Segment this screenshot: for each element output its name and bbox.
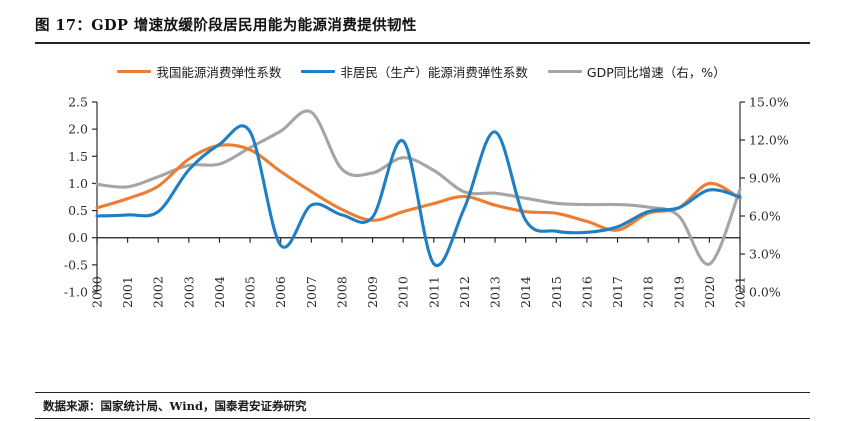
footer-block: 数据来源：国家统计局、Wind，国泰君安证券研究 [35, 392, 810, 420]
right-axis-tick-label: 12.0% [749, 133, 789, 148]
x-axis-tick-label: 2004 [212, 276, 227, 308]
left-axis-tick-label: 1.5 [68, 149, 88, 164]
left-axis-tick-label: -1.0 [64, 285, 88, 300]
legend-item-orange[interactable]: 我国能源消费弹性系数 [117, 62, 281, 81]
series-lines [95, 109, 742, 268]
x-axis-tick-label: 2015 [549, 276, 564, 308]
left-axis-tick-label: 1.0 [68, 176, 88, 191]
x-axis-tick-label: 2008 [334, 276, 349, 308]
x-axis: 2000 2001 2002 2003 2004 2005 2006 2007 2008 2009… [90, 237, 748, 308]
line-chart-svg: -1.0 -0.5 0.0 0.5 1.0 1.5 2.0 2.5 0.0% 3.0% 6.0% 9… [64, 95, 789, 309]
x-axis-tick-label: 2013 [488, 276, 503, 308]
left-axis-tick-label: 0.5 [68, 203, 88, 218]
left-axis-tick-label: 0.0 [68, 230, 88, 245]
footer-divider-bottom [35, 418, 810, 420]
footer-divider-top [35, 392, 810, 394]
left-axis: -1.0 -0.5 0.0 0.5 1.0 1.5 2.0 2.5 [64, 95, 98, 300]
x-axis-tick-label: 2020 [702, 276, 717, 308]
x-axis-tick-label: 2009 [365, 276, 380, 308]
x-axis-tick-label: 2017 [610, 276, 625, 308]
legend-item-gray[interactable]: GDP同比增速（右，%） [547, 62, 726, 81]
x-axis-tick-label: 2016 [579, 276, 594, 308]
series-line-nonresidential-elasticity [95, 124, 742, 268]
right-axis-tick-label: 9.0% [749, 171, 781, 186]
left-axis-tick-label: 2.0 [68, 122, 88, 137]
x-axis-tick-label: 2012 [457, 276, 472, 308]
chart-legend: 我国能源消费弹性系数 非居民（生产）能源消费弹性系数 GDP同比增速（右，%） [0, 62, 843, 81]
x-axis-tick-label: 2001 [120, 276, 135, 308]
series-line-gdp [95, 109, 742, 266]
x-axis-tick-label: 2019 [671, 276, 686, 308]
x-axis-tick-label: 2002 [151, 276, 166, 308]
x-axis-tick-label: 2005 [243, 276, 258, 308]
legend-label-blue: 非居民（生产）能源消费弹性系数 [340, 65, 528, 80]
x-axis-tick-label: 2018 [641, 276, 656, 308]
title-divider [35, 42, 810, 44]
x-axis-tick-label: 2006 [273, 276, 288, 308]
series-line-total-elasticity [95, 143, 742, 232]
right-axis-tick-label: 3.0% [749, 247, 781, 262]
x-axis-tick-label: 2011 [426, 276, 441, 308]
x-axis-tick-label: 2010 [396, 276, 411, 308]
legend-item-blue[interactable]: 非居民（生产）能源消费弹性系数 [301, 62, 528, 81]
left-axis-tick-label: 2.5 [68, 95, 88, 110]
right-axis-tick-label: 15.0% [749, 95, 789, 110]
page-title: 图 17：GDP 增速放缓阶段居民用能为能源消费提供韧性 [35, 17, 417, 34]
x-axis-tick-label: 2000 [90, 276, 105, 308]
x-axis-tick-label: 2014 [518, 276, 533, 308]
right-axis-tick-label: 0.0% [749, 285, 781, 300]
legend-swatch-blue-icon [301, 69, 336, 74]
source-note: 数据来源：国家统计局、Wind，国泰君安证券研究 [43, 399, 307, 413]
right-axis-tick-label: 6.0% [749, 209, 781, 224]
chart-plot-area: -1.0 -0.5 0.0 0.5 1.0 1.5 2.0 2.5 0.0% 3.0% 6.0% 9… [0, 90, 843, 370]
left-axis-tick-label: -0.5 [64, 257, 88, 272]
legend-label-gray: GDP同比增速（右，%） [586, 65, 726, 80]
title-block: 图 17：GDP 增速放缓阶段居民用能为能源消费提供韧性 [35, 16, 810, 46]
legend-label-orange: 我国能源消费弹性系数 [156, 65, 282, 80]
legend-swatch-gray-icon [547, 69, 582, 74]
legend-swatch-orange-icon [117, 69, 152, 74]
x-axis-tick-label: 2003 [181, 276, 196, 308]
right-axis: 0.0% 3.0% 6.0% 9.0% 12.0% 15.0% [739, 95, 789, 300]
x-axis-tick-label: 2007 [304, 276, 319, 308]
x-axis-tick-label: 2021 [733, 276, 748, 308]
